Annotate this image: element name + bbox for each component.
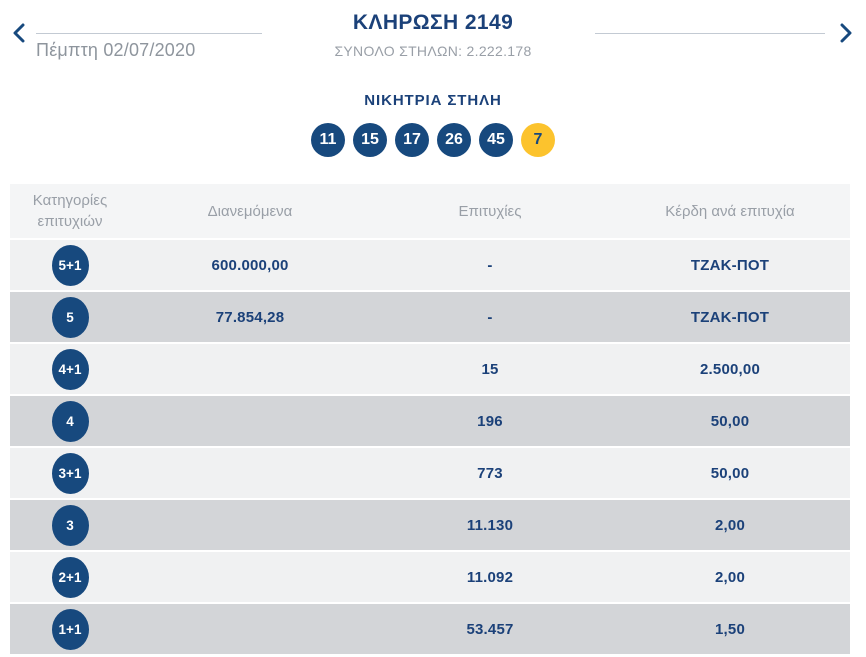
distributed-cell: 600.000,00 [211,256,289,274]
category-cell: 2+1 [10,556,130,598]
winning-number-ball: 11 [311,123,345,157]
category-cell: 5+1 [10,244,130,286]
winning-number-ball: 15 [353,123,387,157]
category-cell: 4 [10,400,130,442]
distributed-cell: 77.854,28 [215,308,285,326]
winnings-cell: 2,00 [715,516,745,534]
winning-number-ball: 17 [395,123,429,157]
table-header-row: Κατηγορίες επιτυχιών Διανεμόμενα Επιτυχί… [10,184,850,238]
winnings-cell: 2.500,00 [700,360,760,378]
category-cell: 4+1 [10,348,130,390]
column-header-successes: Επιτυχίες [458,202,522,220]
winnings-cell: 1,50 [715,620,745,638]
table-row: 4 196 50,00 [10,396,850,446]
next-draw-button[interactable] [838,23,854,43]
category-cell: 3 [10,504,130,546]
category-cell: 3+1 [10,452,130,494]
table-body: 5+1 600.000,00 - ΤΖΑΚ-ΠΟΤ 5 77.854,28 - ΤΖΑΚ-ΠΟ… [10,240,850,654]
successes-cell: 773 [477,464,503,482]
draw-navigation-header: Πέμπτη 02/07/2020 ΚΛΗΡΩΣΗ 2149 ΣΥΝΟΛΟ ΣΤ… [0,0,866,66]
winnings-cell: 2,00 [715,568,745,586]
joker-number-ball: 7 [521,123,555,157]
successes-cell: 15 [481,360,499,378]
table-row: 3+1 773 50,00 [10,448,850,498]
successes-cell: 196 [477,412,503,430]
category-badge: 4+1 [51,348,89,390]
left-divider-line [36,33,262,34]
winning-number-ball: 26 [437,123,471,157]
successes-cell: 11.092 [466,568,514,586]
category-badge: 2+1 [51,556,89,598]
previous-draw-info: Πέμπτη 02/07/2020 [36,33,262,61]
prize-categories-table: Κατηγορίες επιτυχιών Διανεμόμενα Επιτυχί… [10,184,850,654]
winnings-cell: 50,00 [710,464,750,482]
category-badge: 3+1 [51,452,89,494]
table-row: 5 77.854,28 - ΤΖΑΚ-ΠΟΤ [10,292,850,342]
successes-cell: 53.457 [466,620,514,638]
table-row: 1+1 53.457 1,50 [10,604,850,654]
draw-header-center: ΚΛΗΡΩΣΗ 2149 ΣΥΝΟΛΟ ΣΤΗΛΩΝ: 2.222.178 [283,11,583,59]
category-cell: 1+1 [10,608,130,650]
column-header-winnings: Κέρδη ανά επιτυχία [665,202,795,220]
winning-column-section: ΝΙΚΗΤΡΙΑ ΣΤΗΛΗ 11 15 17 26 45 7 [0,92,866,157]
chevron-left-icon [12,23,25,43]
table-row: 2+1 11.092 2,00 [10,552,850,602]
previous-draw-button[interactable] [10,23,26,43]
total-columns-label: ΣΥΝΟΛΟ ΣΤΗΛΩΝ: 2.222.178 [334,43,532,59]
category-badge: 3 [51,504,89,546]
category-badge: 1+1 [51,608,89,650]
successes-cell: - [487,256,493,274]
draw-title: ΚΛΗΡΩΣΗ 2149 [352,11,514,34]
category-badge: 5 [51,296,89,338]
draw-date: Πέμπτη 02/07/2020 [36,40,196,60]
table-row: 4+1 15 2.500,00 [10,344,850,394]
column-header-categories: Κατηγορίες επιτυχιών [32,192,108,230]
winning-number-ball: 45 [479,123,513,157]
category-badge: 4 [51,400,89,442]
category-cell: 5 [10,296,130,338]
right-divider-line [595,33,825,34]
successes-cell: - [487,308,493,326]
table-row: 5+1 600.000,00 - ΤΖΑΚ-ΠΟΤ [10,240,850,290]
winnings-cell: ΤΖΑΚ-ΠΟΤ [690,308,770,326]
winnings-cell: ΤΖΑΚ-ΠΟΤ [690,256,770,274]
winnings-cell: 50,00 [710,412,750,430]
chevron-right-icon [840,23,853,43]
winning-numbers: 11 15 17 26 45 7 [0,123,866,157]
column-header-distributed: Διανεμόμενα [207,202,293,220]
winning-column-title: ΝΙΚΗΤΡΙΑ ΣΤΗΛΗ [364,92,502,109]
category-badge: 5+1 [51,244,89,286]
successes-cell: 11.130 [466,516,514,534]
table-row: 3 11.130 2,00 [10,500,850,550]
